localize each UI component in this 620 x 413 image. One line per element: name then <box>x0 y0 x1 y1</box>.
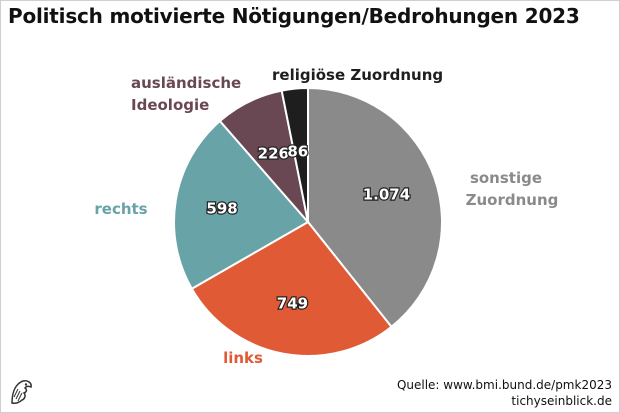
slice-value-label-2: 598 <box>206 199 237 217</box>
slice-value-label-4: 86 <box>287 142 308 160</box>
slice-category-label-2: rechts <box>94 200 147 218</box>
slice-category-label-4: religiöse Zuordnung <box>272 66 443 84</box>
pie-slice-0 <box>307 86 443 329</box>
slice-category-label-1: links <box>223 349 263 367</box>
chart-title: Politisch motivierte Nötigungen/Bedrohun… <box>8 4 580 28</box>
source-text: Quelle: www.bmi.bund.de/pmk2023 <box>396 378 612 392</box>
slice-value-label-3: 226 <box>258 144 289 162</box>
pie-slice-2 <box>173 119 310 291</box>
pie-slice-4 <box>280 86 309 223</box>
source-note: Quelle: www.bmi.bund.de/pmk2023 tichysei… <box>397 377 612 409</box>
slice-value-label-0: 1.074 <box>363 186 410 204</box>
slice-value-label-1: 749 <box>277 295 308 313</box>
eagle-head-logo-icon <box>11 380 32 404</box>
pie-slice-1 <box>190 220 393 357</box>
publisher-text: tichyseinblick.de <box>511 394 612 408</box>
slice-category-label-0: sonstige Zuordnung <box>466 169 559 209</box>
slice-category-label-3: ausländische Ideologie <box>131 74 241 114</box>
